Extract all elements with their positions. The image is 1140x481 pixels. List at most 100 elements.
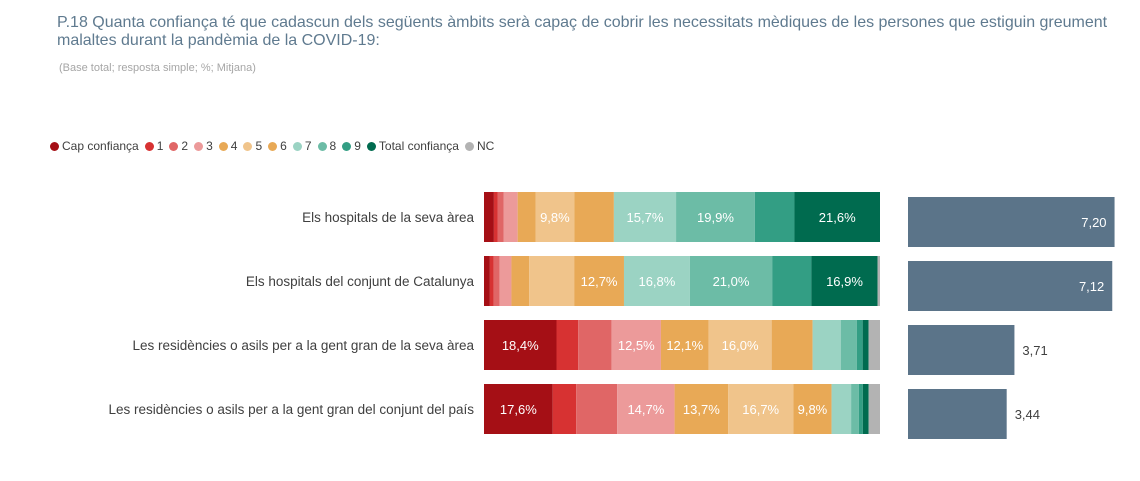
bar-segment [771, 320, 813, 370]
bar-segment [613, 192, 677, 242]
legend-item: 3 [194, 139, 213, 153]
legend-swatch [144, 141, 154, 151]
legend-swatch [50, 141, 59, 151]
legend-item: Cap confiança [50, 139, 139, 153]
bar-segment [556, 320, 579, 370]
bar-segment [794, 192, 880, 242]
category-label: Els hospitals del conjunt de Catalunya [246, 274, 475, 289]
legend-label: 3 [206, 139, 213, 153]
bar-segment [517, 192, 536, 242]
legend-swatch [243, 141, 253, 151]
bar-segment [676, 192, 755, 242]
legend-label: 8 [329, 139, 337, 153]
mean-bar [908, 389, 1007, 439]
legend-label: 2 [181, 139, 189, 153]
bar-segment [611, 320, 661, 370]
bar-segment [862, 320, 869, 370]
bar-segment [858, 384, 863, 434]
bar-segment [840, 320, 857, 370]
bar-segment [574, 192, 614, 242]
segment-value-label: 21,0% [713, 274, 750, 289]
bar-segment [484, 256, 490, 306]
legend-item: 7 [292, 139, 312, 153]
segment-value-label: 18,4% [502, 338, 539, 353]
bar-segment [728, 384, 794, 434]
legend-swatch [317, 141, 327, 151]
mean-value-label: 3,71 [1022, 343, 1047, 358]
bar-segment [576, 384, 618, 434]
bar-segment [811, 256, 878, 306]
legend-swatch [268, 141, 278, 151]
legend-label: 9 [354, 139, 361, 153]
segment-value-label: 15,7% [627, 210, 664, 225]
segment-value-label: 12,7% [581, 274, 618, 289]
mean-value-label: 7,12 [1079, 279, 1104, 294]
legend-item: 1 [144, 139, 164, 153]
bar-segment [493, 256, 500, 306]
mean-bar [908, 261, 1113, 311]
bar-segment [535, 192, 575, 242]
chart-subtitle: (Base total; resposta simple; %; Mitjana… [59, 62, 256, 74]
bar-segment [493, 192, 498, 242]
segment-value-label: 9,8% [540, 210, 570, 225]
category-label: Les residències o asils per a la gent gr… [133, 338, 475, 353]
bar-segment [484, 320, 557, 370]
segment-value-label: 13,7% [683, 402, 720, 417]
segment-value-label: 21,6% [819, 210, 856, 225]
legend-label: Cap confiança [62, 139, 139, 153]
segment-value-label: 19,9% [697, 210, 734, 225]
segment-value-label: 17,6% [500, 402, 537, 417]
bar-segment [503, 192, 518, 242]
segment-value-label: 14,7% [627, 402, 664, 417]
segment-value-label: 16,0% [722, 338, 759, 353]
segment-value-label: 9,8% [798, 402, 828, 417]
mean-value-label: 7,20 [1081, 215, 1106, 230]
category-label: Els hospitals de la seva àrea [302, 210, 474, 225]
category-label: Les residències o asils per a la gent gr… [109, 402, 475, 417]
legend-swatch [169, 141, 179, 151]
bar-segment [617, 384, 675, 434]
bar-segment [489, 256, 494, 306]
bar-segment [497, 192, 504, 242]
bar-segment [812, 320, 841, 370]
bar-segment [660, 320, 709, 370]
segment-value-label: 16,8% [638, 274, 675, 289]
bar-segment [868, 320, 880, 370]
bar-segment [831, 384, 852, 434]
bar-segment [862, 384, 869, 434]
legend-label: 6 [280, 139, 287, 153]
legend-swatch [218, 141, 228, 151]
legend-item: 4 [218, 139, 238, 153]
legend-item: 2 [169, 139, 188, 153]
bar-segment [689, 256, 773, 306]
legend-item: 8 [317, 139, 337, 153]
mean-bar [908, 325, 1015, 375]
mean-value-label: 3,44 [1015, 407, 1040, 422]
legend-item: NC [464, 139, 495, 153]
bar-segment [793, 384, 832, 434]
bar-segment [484, 384, 553, 434]
legend-swatch [342, 141, 352, 151]
legend-label: 1 [156, 139, 164, 153]
legend-swatch [292, 141, 302, 151]
legend-item: 6 [268, 139, 287, 153]
bar-segment [708, 320, 772, 370]
bar-segment [877, 256, 880, 306]
legend-swatch [194, 141, 204, 151]
legend-label: Total confiança [378, 139, 459, 153]
legend-swatch [366, 141, 376, 151]
bar-segment [754, 192, 795, 242]
legend-label: 4 [230, 139, 238, 153]
bar-segment [529, 256, 575, 306]
chart-title: P.18 Quanta confiança té que cadascun de… [57, 14, 1108, 49]
segment-value-label: 12,1% [666, 338, 703, 353]
bar-segment [851, 384, 859, 434]
legend-swatch [464, 141, 474, 151]
bar-segment [511, 256, 530, 306]
legend-label: NC [476, 139, 495, 153]
segment-value-label: 16,7% [742, 402, 779, 417]
bar-segment [868, 384, 880, 434]
bar-segment [623, 256, 690, 306]
bar-segment [499, 256, 512, 306]
